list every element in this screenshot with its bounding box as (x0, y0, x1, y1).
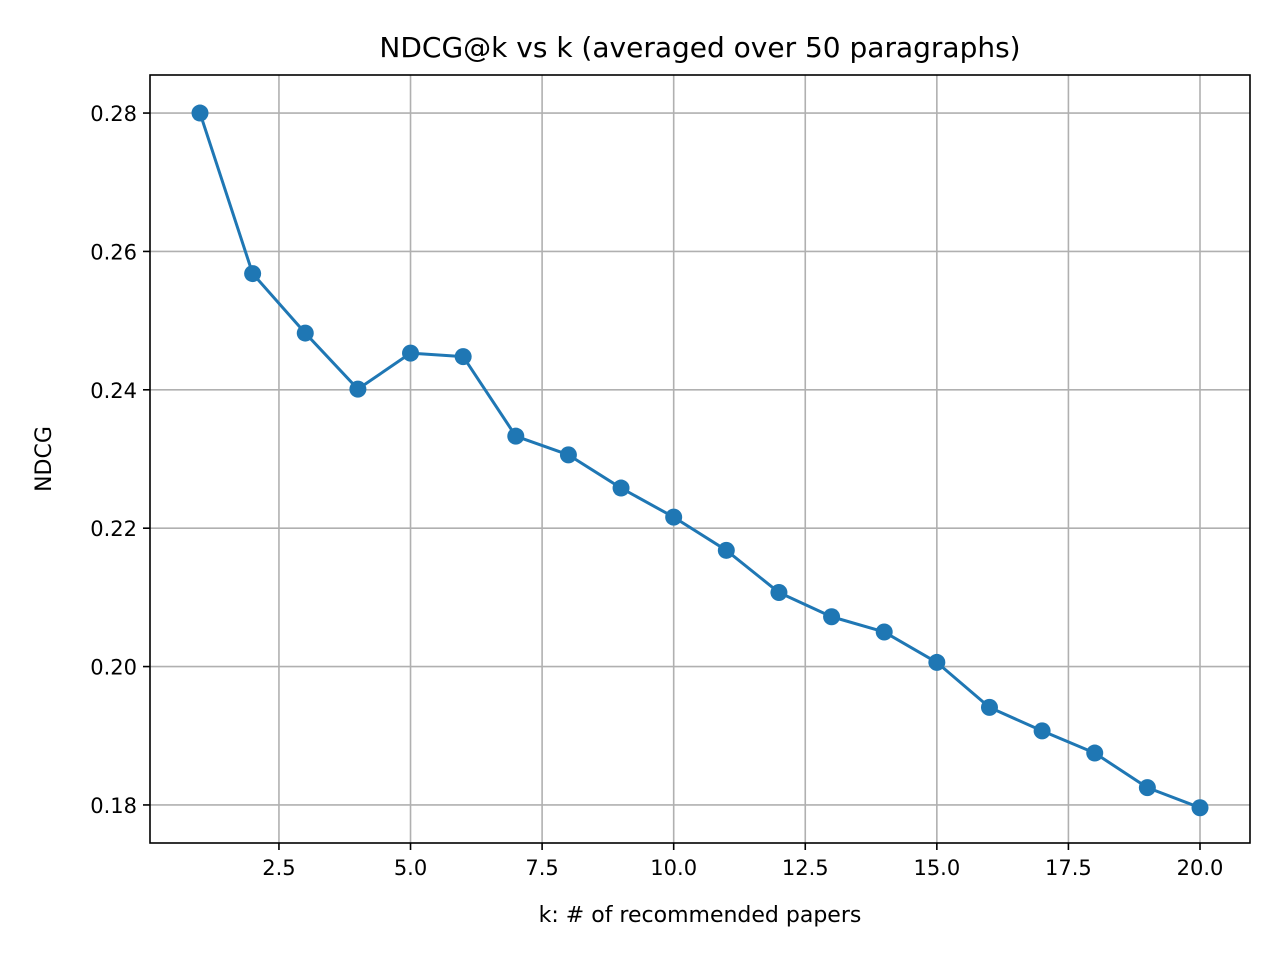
x-tick-label: 2.5 (262, 856, 295, 880)
data-point (454, 348, 472, 366)
y-tick-label: 0.28 (90, 102, 137, 126)
x-tick-label: 7.5 (525, 856, 558, 880)
y-tick-label: 0.24 (90, 379, 137, 403)
y-tick-label: 0.20 (90, 656, 137, 680)
y-tick-label: 0.18 (90, 794, 137, 818)
data-point (191, 104, 209, 122)
data-point (823, 608, 841, 626)
grid (150, 75, 1250, 843)
data-point (1191, 799, 1209, 817)
x-tick-label: 20.0 (1177, 856, 1224, 880)
series-layer (191, 104, 1209, 817)
data-point (770, 584, 788, 602)
x-tick-label: 17.5 (1045, 856, 1092, 880)
y-tick-label: 0.22 (90, 517, 137, 541)
data-point (349, 380, 367, 398)
x-tick-label: 10.0 (650, 856, 697, 880)
x-axis-label: k: # of recommended papers (539, 903, 862, 928)
x-tick-label: 5.0 (394, 856, 427, 880)
data-point (980, 698, 998, 716)
chart-title: NDCG@k vs k (averaged over 50 paragraphs… (379, 31, 1020, 64)
data-point (1033, 722, 1051, 740)
data-point (296, 324, 314, 342)
data-point (928, 653, 946, 671)
data-point (875, 623, 893, 641)
data-point (665, 508, 683, 526)
plot-frame (149, 74, 1251, 844)
y-axis-label: NDCG (32, 426, 57, 492)
data-point (717, 541, 735, 559)
data-point (507, 427, 525, 445)
ticks: 2.5 5.0 7.5 10.0 12.5 15.0 17.5 20.0 0.18 0.20 0.2… (90, 102, 1223, 880)
data-point (612, 479, 630, 497)
data-point (402, 344, 420, 362)
data-point (1086, 744, 1104, 762)
series-line (198, 112, 1201, 810)
data-point (1138, 779, 1156, 797)
data-point (559, 446, 577, 464)
x-tick-label: 12.5 (782, 856, 829, 880)
y-tick-label: 0.26 (90, 240, 137, 264)
data-point (244, 265, 262, 283)
x-tick-label: 15.0 (913, 856, 960, 880)
